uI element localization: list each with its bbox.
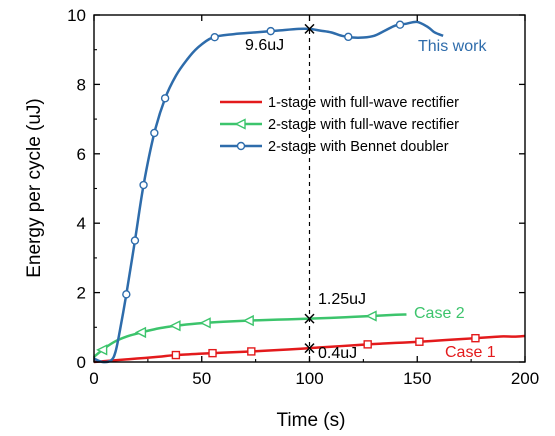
- x-tick-label-0: 0: [89, 369, 98, 388]
- y-tick-label-6: 6: [77, 145, 86, 164]
- annotation-0.4uJ: 0.4uJ: [318, 345, 357, 362]
- series-bennet-marker-4: [160, 94, 170, 103]
- series-2-stage-fw-marker-1: [134, 326, 147, 339]
- cross-marker-0: [304, 23, 315, 34]
- series-bennet-marker-8: [395, 20, 405, 29]
- series-1-stage-marker-0: [171, 350, 181, 360]
- series-bennet-marker-0: [122, 290, 131, 299]
- legend-item-2-stage-fw: 2-stage with full-wave rectifier: [220, 117, 459, 133]
- series-bennet-line: [93, 20, 444, 364]
- x-tick-label-150: 150: [403, 369, 431, 388]
- y-tick-label-2: 2: [77, 284, 86, 303]
- legend-label-bennet: 2-stage with Bennet doubler: [268, 139, 449, 155]
- series-1-stage-line: [93, 334, 526, 364]
- y-tick-label-8: 8: [77, 75, 86, 94]
- annotation-case-2: Case 2: [414, 305, 465, 322]
- annotation-9.6uJ: 9.6uJ: [245, 37, 284, 54]
- series-bennet-marker-6: [266, 26, 275, 36]
- cross-marker-1: [304, 313, 315, 324]
- legend-marker-shape-bennet: [236, 141, 246, 151]
- ticks-layer: 0 50 100 150 200 0 2 4 6 8 10: [67, 6, 539, 388]
- series-bennet-marker-3: [150, 128, 159, 138]
- legend: 1-stage with full-wave rectifier 2-stage…: [220, 95, 459, 155]
- series-2-stage-fw-marker-3: [199, 317, 211, 329]
- series-bennet-marker-2: [139, 180, 148, 190]
- series-bennet-marker-7: [344, 32, 353, 42]
- series-2-stage-fw-marker-5: [365, 310, 377, 322]
- legend-marker-shape-2-stage-fw: [234, 118, 246, 130]
- series-bennet-marker-1: [130, 236, 140, 245]
- series-2-stage-fw-line: [93, 313, 407, 358]
- x-axis-label: Time (s): [277, 410, 346, 431]
- y-axis-label: Energy per cycle (uJ): [24, 98, 45, 278]
- legend-marker-2-stage-fw: [234, 118, 246, 130]
- annotation-case-1: Case 1: [445, 344, 496, 361]
- cross-marker-2: [304, 343, 315, 354]
- series-1-stage-marker-2: [247, 347, 256, 356]
- annotations-layer: 9.6uJ 1.25uJ 0.4uJ This work Case 2 Case…: [245, 37, 496, 362]
- x-tick-label-100: 100: [295, 369, 323, 388]
- legend-item-bennet: 2-stage with Bennet doubler: [220, 139, 449, 155]
- annotation-this-work: This work: [418, 38, 487, 55]
- legend-label-2-stage-fw: 2-stage with full-wave rectifier: [268, 117, 459, 133]
- x-tick-label-200: 200: [511, 369, 539, 388]
- markers-layer: [96, 20, 480, 362]
- legend-item-1-stage: 1-stage with full-wave rectifier: [220, 95, 459, 111]
- y-tick-label-4: 4: [77, 214, 86, 233]
- annotation-1.25uJ: 1.25uJ: [318, 291, 366, 308]
- x-tick-label-50: 50: [192, 369, 211, 388]
- series-1-stage-marker-1: [208, 348, 217, 358]
- series-2-stage-fw-marker-2: [169, 320, 181, 332]
- y-tick-label-0: 0: [77, 353, 86, 372]
- series-1-stage-marker-4: [415, 337, 424, 346]
- legend-label-1-stage: 1-stage with full-wave rectifier: [268, 95, 459, 111]
- series-1-stage-marker-5: [471, 333, 480, 343]
- series-2-stage-fw-marker-0: [96, 344, 108, 356]
- series-1-stage-marker-3: [363, 340, 372, 349]
- series-bennet-marker-5: [210, 33, 219, 42]
- legend-marker-bennet: [236, 141, 246, 151]
- series-2-stage-fw-marker-4: [242, 314, 254, 327]
- y-tick-label-10: 10: [67, 6, 86, 25]
